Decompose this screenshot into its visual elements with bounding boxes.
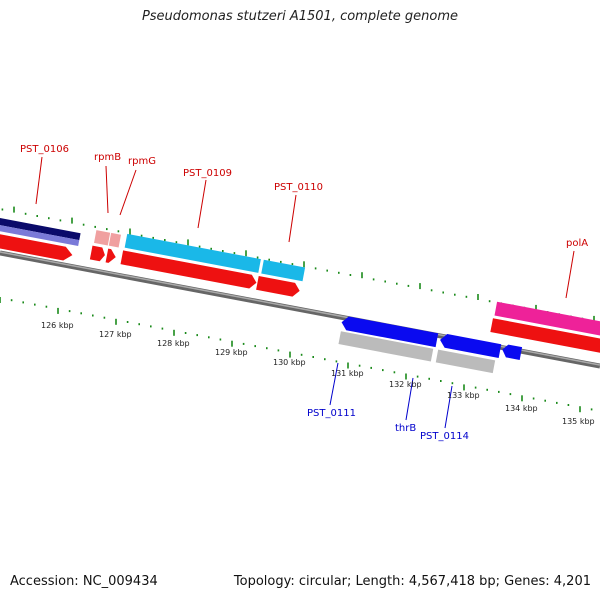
ruler-label-135: 135 kbp — [562, 417, 595, 426]
ruler-lower — [0, 297, 593, 413]
cds-arrow-pst0106[interactable] — [0, 230, 74, 262]
gene-label-pst0109[interactable]: PST_0109 — [183, 168, 232, 179]
cds-arrow-thrb[interactable] — [439, 333, 502, 359]
ruler-label-129: 129 kbp — [215, 348, 248, 357]
feature-pst0110-block[interactable] — [261, 259, 306, 282]
gene-label-pst0114[interactable]: PST_0114 — [420, 431, 469, 442]
feature-lavender[interactable] — [0, 221, 80, 246]
feature-grey-1[interactable] — [338, 331, 434, 362]
gene-label-pst0106[interactable]: PST_0106 — [20, 144, 69, 155]
leader-pst0111 — [329, 362, 339, 406]
ruler-label-128: 128 kbp — [157, 339, 190, 348]
gene-label-pst0111[interactable]: PST_0111 — [307, 408, 356, 419]
leader-thrb — [405, 377, 414, 421]
topology-summary-text: Topology: circular; Length: 4,567,418 bp… — [233, 574, 591, 589]
leader-rpmb — [105, 165, 109, 214]
feature-grey-2[interactable] — [435, 349, 496, 374]
leader-pst0114 — [444, 385, 453, 429]
ruler-label-126: 126 kbp — [41, 321, 74, 330]
leader-pst0106 — [35, 156, 43, 205]
map-title: Pseudomonas stutzeri A1501, complete gen… — [141, 9, 459, 24]
ruler-label-127: 127 kbp — [99, 330, 132, 339]
feature-navy[interactable] — [0, 214, 81, 241]
gene-label-pst0110[interactable]: PST_0110 — [274, 182, 323, 193]
leader-pst0110 — [288, 194, 297, 243]
ruler-label-132: 132 kbp — [389, 380, 422, 389]
gene-label-rpmg[interactable]: rpmG — [128, 156, 156, 167]
cds-arrow-pst0114[interactable] — [501, 344, 523, 360]
cds-arrow-pst0110[interactable] — [256, 276, 301, 298]
accession-text: Accession: NC_009434 — [10, 574, 158, 589]
ruler-label-134: 134 kbp — [505, 404, 538, 413]
feature-pola-block[interactable] — [494, 301, 600, 340]
leader-pst0109 — [197, 179, 207, 229]
ruler-label-130: 130 kbp — [273, 358, 306, 367]
leader-rpmg — [119, 169, 137, 216]
cds-arrow-pst0109[interactable] — [120, 250, 258, 289]
ruler-label-133: 133 kbp — [447, 391, 480, 400]
gene-label-pola[interactable]: polA — [566, 238, 588, 249]
ruler-label-131: 131 kbp — [331, 369, 364, 378]
cds-arrow-rpmg[interactable] — [105, 248, 117, 264]
feature-rpmb-box[interactable] — [94, 230, 111, 246]
gene-label-rpmb[interactable]: rpmB — [94, 152, 121, 163]
feature-rpmg-box[interactable] — [108, 232, 121, 248]
feature-pst0109-block[interactable] — [124, 233, 261, 273]
gene-label-thrb[interactable]: thrB — [395, 423, 416, 434]
cds-arrow-pola[interactable] — [490, 318, 600, 358]
leader-pola — [565, 250, 575, 299]
cds-arrow-pst0111[interactable] — [340, 315, 439, 348]
cds-arrow-rpmb[interactable] — [89, 245, 106, 262]
